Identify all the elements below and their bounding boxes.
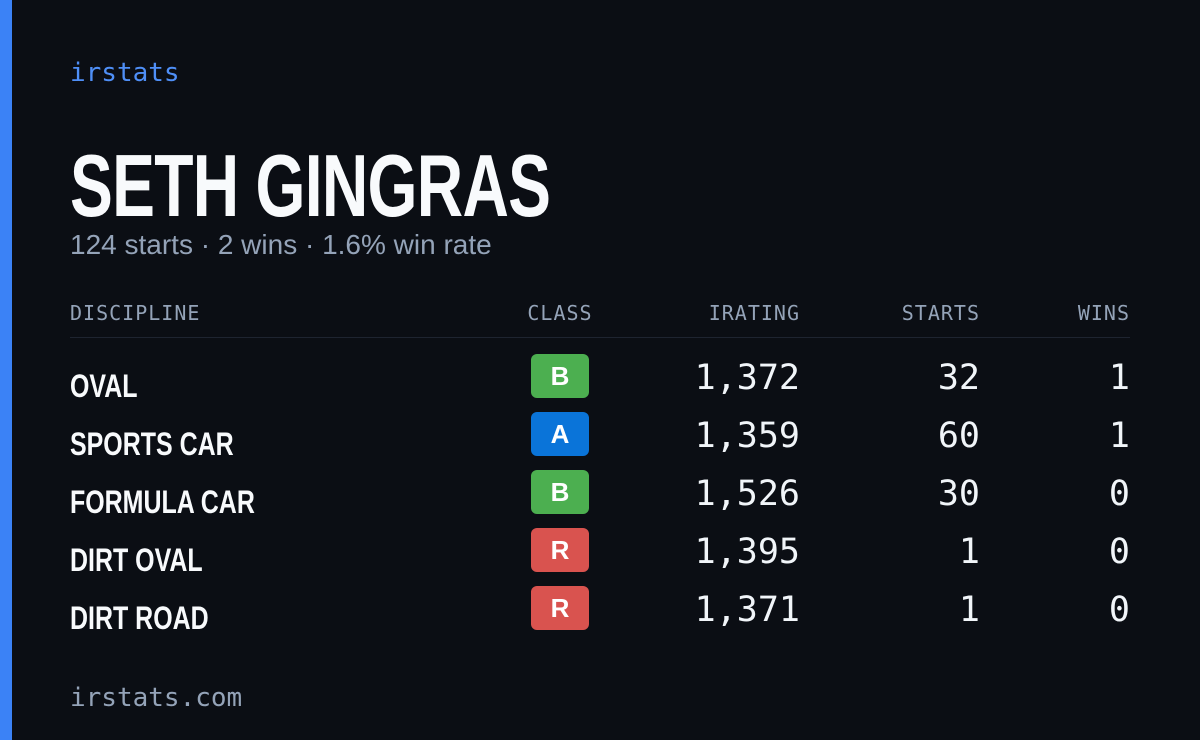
column-header: CLASS <box>527 301 593 325</box>
driver-name: SETH GINGRAS <box>70 136 551 235</box>
header-rule <box>70 337 1130 338</box>
brand: irstats <box>70 58 180 88</box>
discipline: SPORTS CAR <box>70 426 234 462</box>
summary: 124 starts · 2 wins · 1.6% win rate <box>70 229 492 260</box>
irating: 1,359 <box>694 416 800 456</box>
irating: 1,395 <box>694 532 800 572</box>
column-header: IRATING <box>708 301 800 325</box>
discipline: DIRT ROAD <box>70 600 209 636</box>
column-header: STARTS <box>901 301 980 325</box>
irating: 1,526 <box>694 474 800 514</box>
wins: 1 <box>1108 358 1130 398</box>
wins: 1 <box>1108 416 1130 456</box>
column-header: DISCIPLINE <box>70 301 201 325</box>
discipline: OVAL <box>70 368 138 404</box>
wins: 0 <box>1108 532 1130 572</box>
class-badge: B <box>531 354 589 398</box>
class-badge: A <box>531 412 589 456</box>
footer-link: irstats.com <box>70 683 243 713</box>
class-badge: R <box>531 586 589 630</box>
starts: 60 <box>937 416 980 456</box>
irating: 1,372 <box>694 358 800 398</box>
class-badge: B <box>531 470 589 514</box>
discipline: DIRT OVAL <box>70 542 203 578</box>
class-badge: R <box>531 528 589 572</box>
wins: 0 <box>1108 474 1130 514</box>
accent-bar <box>0 0 12 740</box>
starts: 1 <box>958 532 980 572</box>
column-header: WINS <box>1077 301 1130 325</box>
discipline: FORMULA CAR <box>70 484 255 520</box>
wins: 0 <box>1108 590 1130 630</box>
starts: 1 <box>958 590 980 630</box>
irating: 1,371 <box>694 590 800 630</box>
starts: 32 <box>937 358 980 398</box>
starts: 30 <box>937 474 980 514</box>
